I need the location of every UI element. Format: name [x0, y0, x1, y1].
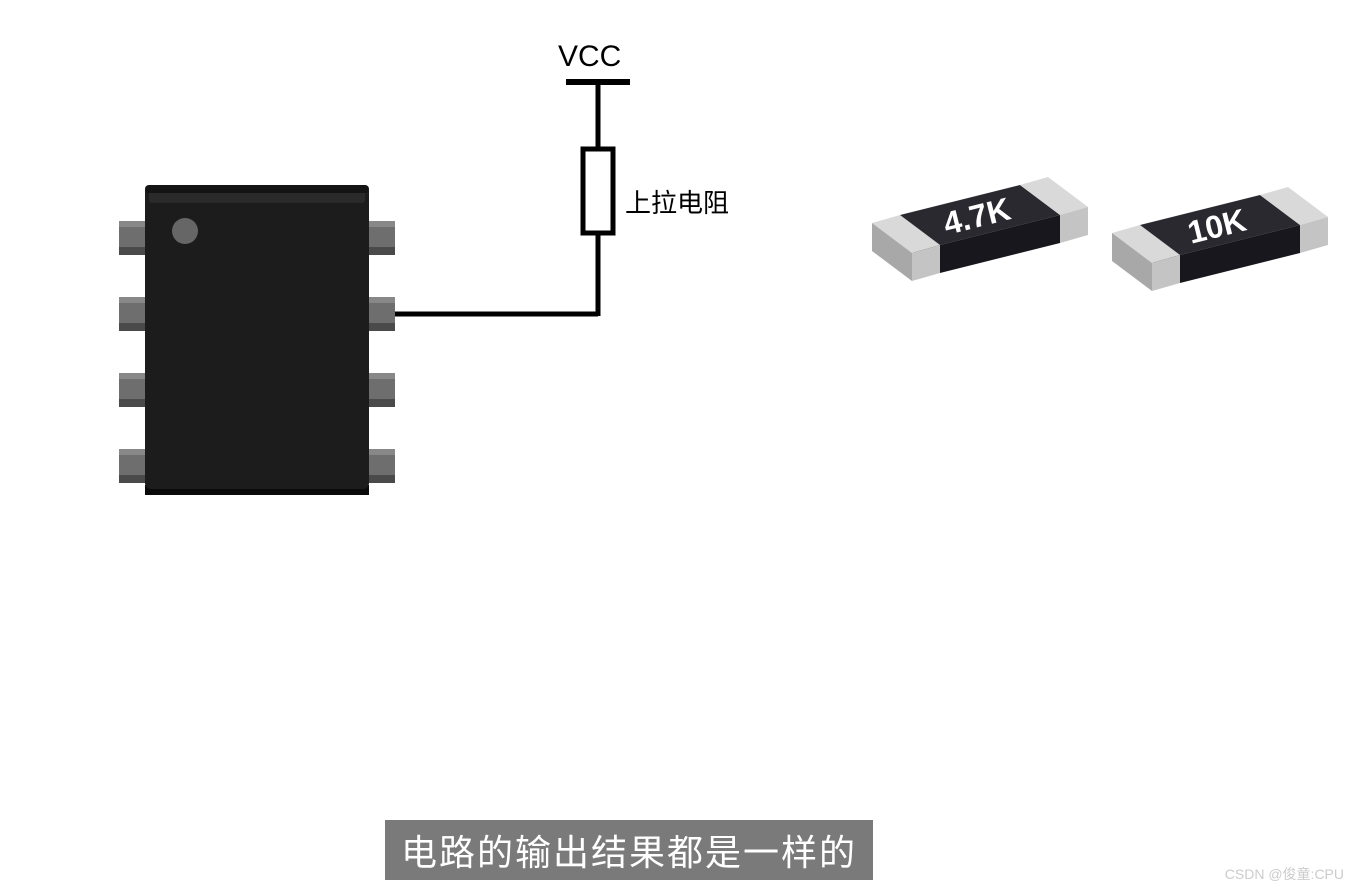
watermark: CSDN @俊童:CPU [1225, 864, 1344, 884]
vcc-label: VCC [558, 40, 621, 74]
diagram-canvas: 4.7K 10K [0, 0, 1354, 890]
caption-box: 电路的输出结果都是一样的 [385, 820, 873, 880]
chip-pins-right [369, 221, 395, 483]
smd-resistor-4-7k: 4.7K [872, 177, 1088, 281]
chip-pins-left [119, 221, 145, 483]
pullup-resistor-label: 上拉电阻 [625, 183, 729, 220]
smd-resistor-10k: 10K [1112, 187, 1328, 291]
ic-chip [119, 185, 395, 495]
caption-text: 电路的输出结果都是一样的 [401, 832, 857, 873]
circuit-wires [395, 82, 630, 316]
resistor-symbol [583, 149, 613, 233]
pin1-dot [172, 218, 198, 244]
